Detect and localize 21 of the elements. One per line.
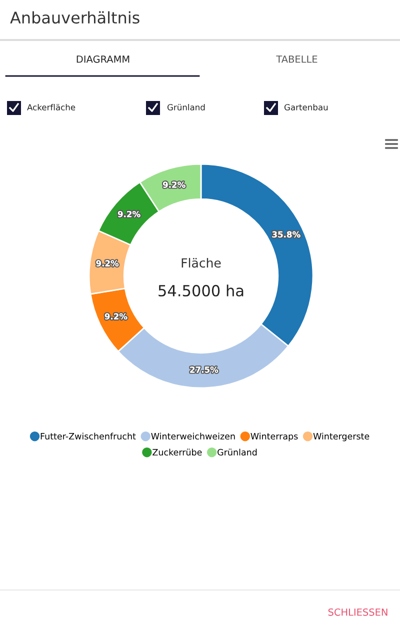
text: Gartenbau bbox=[284, 104, 328, 110]
data-label: 9.2% bbox=[96, 260, 119, 266]
legend-label: Winterraps bbox=[250, 432, 298, 442]
text: DIAGRAMM bbox=[76, 55, 130, 63]
legend-label: Grünland bbox=[218, 448, 257, 456]
data-label: 9.2% bbox=[118, 210, 140, 218]
text: Fläche bbox=[182, 258, 221, 268]
legend-label: Futter-Zwischenfrucht bbox=[40, 432, 136, 440]
legend-label: Winterweichweizen bbox=[151, 432, 235, 440]
data-label: 35.8% bbox=[272, 231, 300, 238]
legend-label: Wintergerste bbox=[313, 432, 370, 442]
text: 54.5000 ha bbox=[158, 284, 244, 296]
legend-label: Zuckerrübe bbox=[152, 448, 202, 456]
data-label: 27.5% bbox=[190, 366, 218, 373]
data-label: 9.2% bbox=[162, 182, 186, 188]
text: Grünland bbox=[167, 104, 205, 110]
data-label: 9.2% bbox=[104, 313, 128, 320]
text: SCHLIESSEN bbox=[328, 608, 388, 616]
chart-title: Anbauverhältnis bbox=[10, 11, 140, 24]
text: TABELLE bbox=[276, 56, 318, 63]
text: Ackerfläche bbox=[27, 104, 76, 110]
